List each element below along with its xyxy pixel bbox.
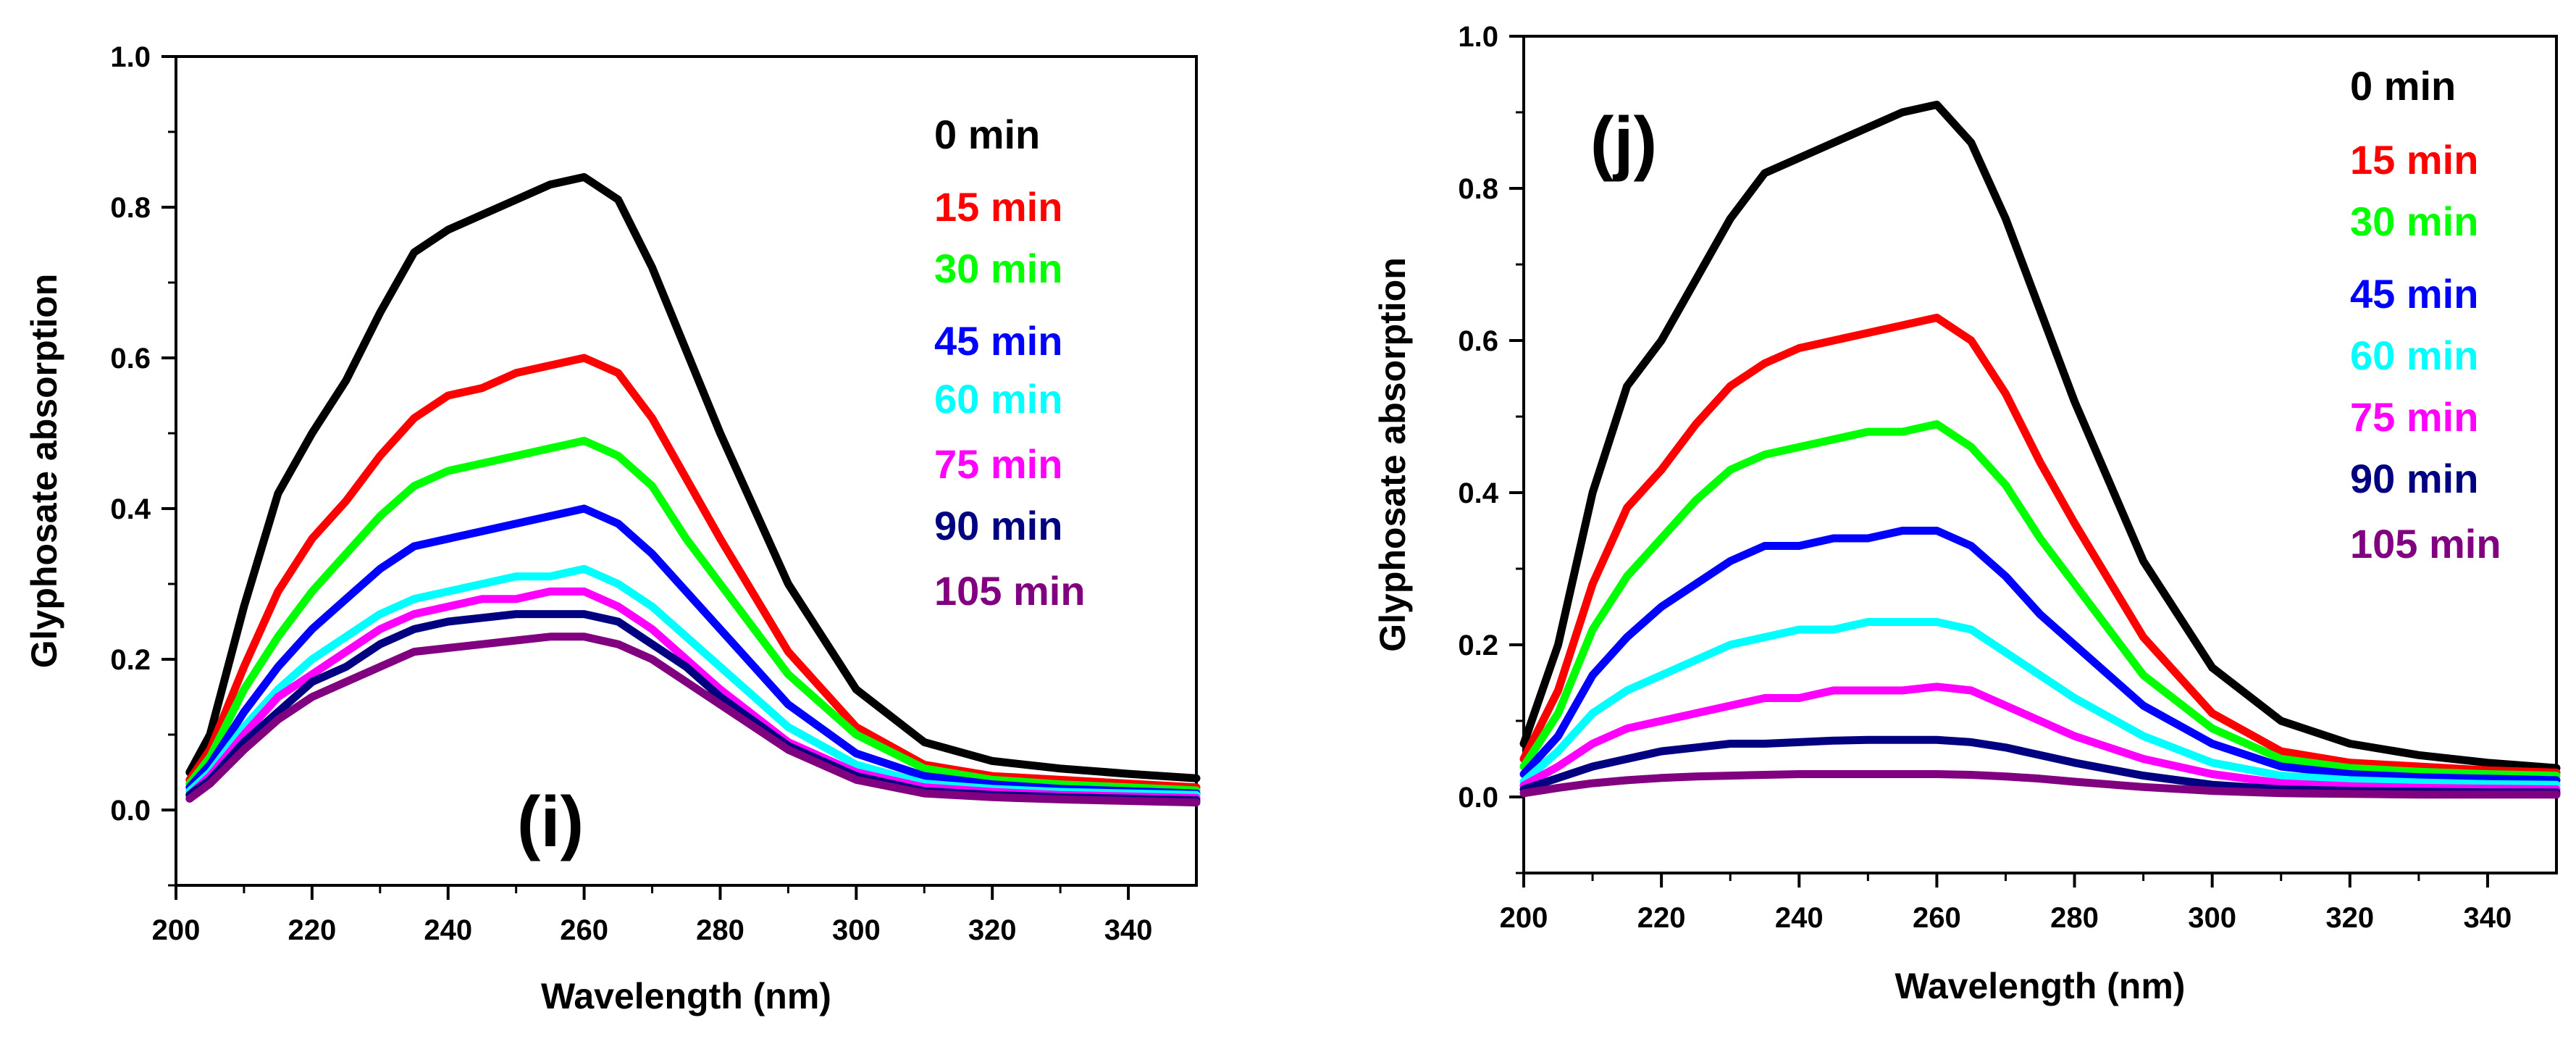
legend-label: 60 min xyxy=(934,376,1062,422)
x-tick-label: 200 xyxy=(152,914,201,946)
series-line-30-min xyxy=(185,436,1201,795)
legend-label: 0 min xyxy=(934,112,1040,157)
plot-frame xyxy=(1522,35,2558,874)
series-line-30-min xyxy=(1519,420,2561,780)
x-tick-label: 320 xyxy=(2325,902,2374,934)
y-tick-label: 1.0 xyxy=(110,41,151,73)
x-tick-label: 340 xyxy=(1104,914,1153,946)
x-tick-label: 240 xyxy=(1775,902,1824,934)
x-tick-label: 240 xyxy=(424,914,472,946)
legend-label: 45 min xyxy=(934,318,1062,364)
legend-label: 60 min xyxy=(2350,333,2478,378)
legend-label: 30 min xyxy=(934,246,1062,291)
legend-label: 90 min xyxy=(2350,456,2478,501)
x-tick-label: 300 xyxy=(2188,902,2236,934)
legend-label: 75 min xyxy=(2350,394,2478,440)
legend-label: 0 min xyxy=(2350,63,2456,109)
chart-panel-j: 200 220 240 260 280 300 320 340 0.0 0.2 0.4 0.6 0.8 1… xyxy=(1372,21,2561,1006)
series-line-0-min xyxy=(1519,101,2561,772)
panel-label: (i) xyxy=(517,782,584,861)
plot-frame xyxy=(175,55,1198,887)
x-tick-label: 280 xyxy=(2050,902,2099,934)
series-line-105-min xyxy=(185,632,1201,807)
series-line-60-min xyxy=(1519,618,2561,789)
legend-label: 30 min xyxy=(2350,199,2478,244)
legend-label: 75 min xyxy=(934,441,1062,487)
panel-label: (j) xyxy=(1590,102,1658,182)
x-tick-label: 280 xyxy=(696,914,744,946)
x-tick-label: 220 xyxy=(288,914,336,946)
y-tick-label: 0.4 xyxy=(110,493,151,525)
legend-label: 105 min xyxy=(2350,521,2501,567)
chart-panel-i: 200 220 240 260 280 300 320 340 0.0 0.2 0.4 0.6 0.8 1… xyxy=(24,41,1201,1016)
series-line-105-min xyxy=(1519,770,2561,799)
y-axis-label: Glyphosate absorption xyxy=(1372,257,1413,652)
x-tick-label: 300 xyxy=(832,914,881,946)
y-tick-label: 0.6 xyxy=(1458,325,1498,357)
series-line-45-min xyxy=(1519,527,2561,785)
y-tick-label: 0.8 xyxy=(110,192,151,224)
y-tick-label: 0.8 xyxy=(1458,173,1498,205)
series-line-75-min xyxy=(1519,682,2561,793)
legend-label: 90 min xyxy=(934,503,1062,548)
y-tick-label: 0.2 xyxy=(1458,630,1498,661)
y-tick-label: 0.4 xyxy=(1458,477,1498,509)
x-tick-label: 320 xyxy=(968,914,1017,946)
x-tick-label: 200 xyxy=(1500,902,1548,934)
x-tick-label: 340 xyxy=(2464,902,2512,934)
y-tick-label: 0.0 xyxy=(1458,782,1498,814)
y-tick-label: 0.6 xyxy=(110,343,151,375)
y-tick-label: 0.0 xyxy=(110,795,151,827)
series-line-15-min xyxy=(1519,314,2561,777)
legend-label: 15 min xyxy=(2350,137,2478,183)
x-axis-label: Wavelength (nm) xyxy=(541,976,831,1016)
y-tick-label: 1.0 xyxy=(1458,21,1498,53)
x-tick-label: 220 xyxy=(1637,902,1686,934)
legend-label: 105 min xyxy=(934,568,1086,614)
series-line-0-min xyxy=(185,172,1201,782)
series-line-45-min xyxy=(185,504,1201,798)
x-tick-label: 260 xyxy=(1913,902,1961,934)
legend-label: 45 min xyxy=(2350,271,2478,317)
y-tick-label: 0.2 xyxy=(110,644,151,676)
x-axis-label: Wavelength (nm) xyxy=(1895,966,2186,1006)
y-axis-label: Glyphosate absorption xyxy=(24,274,64,669)
x-tick-label: 260 xyxy=(560,914,608,946)
legend-label: 15 min xyxy=(934,184,1062,230)
